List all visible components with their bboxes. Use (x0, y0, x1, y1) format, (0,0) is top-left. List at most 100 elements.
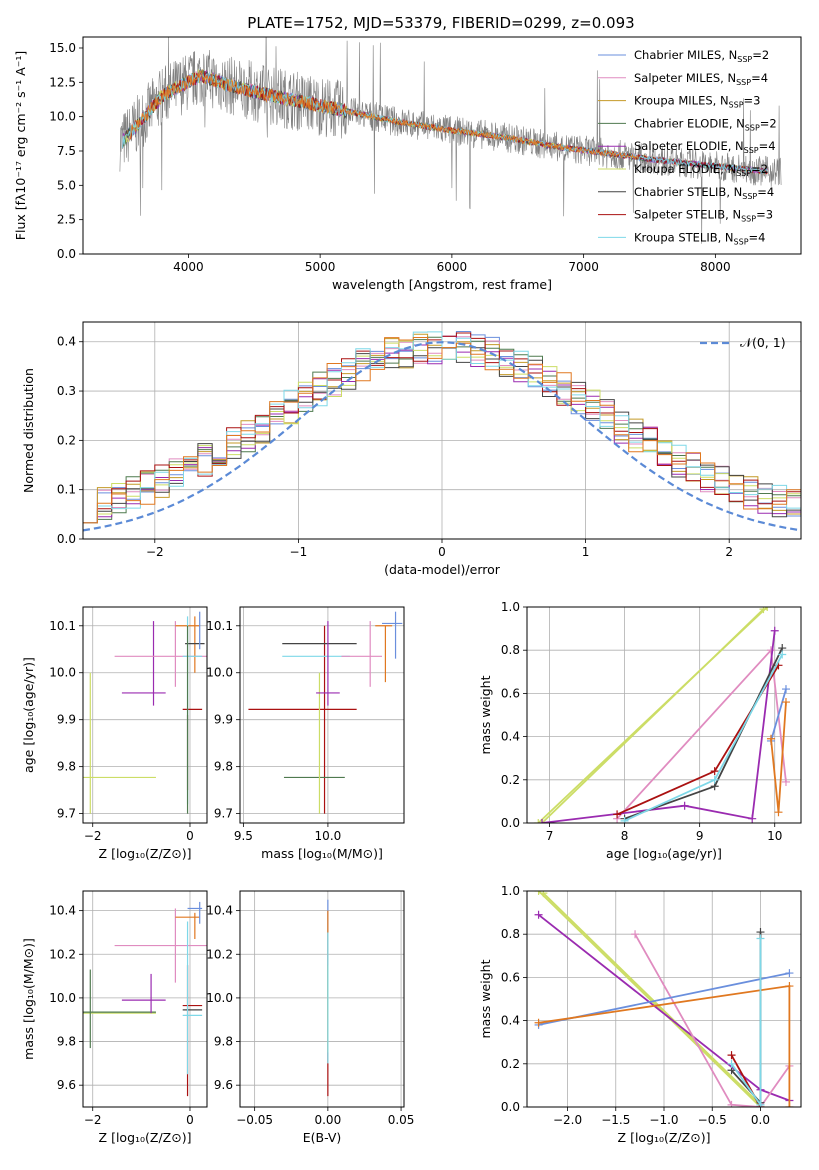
y-tick-label: 0.0 (501, 1100, 520, 1114)
legend-entry-salpeter_stelib: Salpeter STELIB, NSSP=3 (634, 208, 773, 224)
x-tick-label: 0 (186, 1113, 194, 1127)
weight-marker-orange (785, 1103, 794, 1107)
x-tick-label: −2 (84, 829, 102, 843)
data-spectrum-line (119, 37, 782, 244)
axes-frame (239, 890, 405, 1108)
x-tick-label: 5000 (305, 260, 336, 274)
y-tick-label: 0.8 (501, 643, 520, 657)
weight-line-kroupa_elodie (537, 891, 762, 1107)
x-tick-label: −0.5 (698, 1113, 727, 1127)
y-axis-label: Flux [fλ10⁻¹⁷ erg cm⁻² s⁻¹ A⁻¹] (13, 51, 28, 240)
weight-marker-salpeter_elodie (748, 814, 757, 823)
x-tick-label: 6000 (437, 260, 468, 274)
x-tick-label: 1 (582, 545, 590, 559)
legend-entry-kroupa_stelib: Kroupa STELIB, NSSP=4 (634, 230, 765, 246)
panel-residuals: −2 −1 0 1 2 0.0 0.1 0.2 0.3 0.4 (data-model)/error… (21, 321, 802, 577)
y-axis-label: Normed distribution (21, 368, 36, 493)
axes-frame (82, 606, 208, 824)
weight-marker-salpeter_stelib (727, 1051, 736, 1060)
plot-area (83, 611, 207, 814)
y-tick-label: 0.6 (501, 970, 520, 984)
y-tick-label: 9.8 (214, 1035, 233, 1049)
y-tick-label: 10.0 (206, 991, 233, 1005)
weight-marker-salpeter_miles (766, 646, 775, 655)
figure-title: PLATE=1752, MJD=53379, FIBERID=0299, z=0… (247, 14, 634, 32)
weight-marker-orange (774, 808, 783, 817)
x-axis-label: Z [log₁₀(Z/Z⊙)] (99, 1130, 192, 1145)
x-tick-label: −0.05 (236, 1113, 273, 1127)
y-tick-label: 9.9 (214, 713, 233, 727)
y-tick-label: 1.0 (501, 600, 520, 614)
weight-line-kroupa_stelib (624, 654, 783, 822)
x-tick-label: 0 (438, 545, 446, 559)
weight-line-chabrier_stelib (624, 647, 784, 820)
y-tick-label: 0.4 (57, 335, 76, 349)
x-tick-label: −1.0 (649, 1113, 678, 1127)
weight-line-salpeter_elodie (541, 630, 776, 823)
x-axis-label: E(B-V) (303, 1130, 342, 1145)
panel-mass_vs_ebv: −0.05 0.00 0.05 9.6 9.8 10.0 10.2 10.4 E(B-V) (206, 890, 414, 1145)
y-tick-label: 9.6 (214, 1078, 233, 1092)
panel-age_vs_mass: 9.5 10.0 9.7 9.8 9.9 10.0 10.1 mass [log₁₀(M/M⊙… (206, 606, 405, 861)
weight-marker-salpeter_elodie (770, 626, 779, 635)
x-axis-label: age [log₁₀(age/yr)] (606, 846, 722, 861)
y-tick-label: 9.8 (57, 760, 76, 774)
x-tick-label: 0 (186, 829, 194, 843)
y-tick-label: 0.0 (57, 247, 76, 261)
model-line-orange (129, 70, 640, 160)
y-tick-label: 0.1 (57, 483, 76, 497)
weight-marker-orange (781, 698, 790, 707)
plot-area (534, 607, 790, 823)
x-axis-label: Z [log₁₀(Z/Z⊙)] (618, 1130, 711, 1145)
y-tick-label: 0.8 (501, 927, 520, 941)
y-tick-label: 0.3 (57, 384, 76, 398)
y-tick-label: 10.0 (206, 666, 233, 680)
x-tick-label: 10 (767, 829, 782, 843)
axes-frame (82, 36, 802, 255)
plot-area (119, 37, 782, 244)
weight-marker-orange (534, 1018, 543, 1027)
y-tick-label: 9.7 (214, 807, 233, 821)
weight-marker-salpeter_miles (727, 1100, 736, 1107)
weight-marker-kroupa_stelib (756, 1100, 765, 1107)
y-tick-label: 10.0 (49, 991, 76, 1005)
axes-frame (526, 606, 802, 824)
legend-entry-salpeter_elodie: Salpeter ELODIE, NSSP=4 (634, 139, 776, 155)
y-tick-label: 1.0 (501, 884, 520, 898)
x-tick-label: −2 (146, 545, 164, 559)
panel-mass_weight_vs_age: 7 8 9 10 0.0 0.2 0.4 0.6 0.8 1.0 age [log₁₀(age/yr… (478, 600, 802, 861)
weight-marker-salpeter_stelib (710, 767, 719, 776)
weight-line-kroupa_elodie (541, 608, 765, 823)
y-tick-label: 10.4 (206, 904, 233, 918)
y-tick-label: 9.6 (57, 1078, 76, 1092)
y-tick-label: 15.0 (49, 41, 76, 55)
plot-area (534, 891, 794, 1107)
weight-marker-salpeter_elodie (680, 801, 689, 810)
legend-entry-salpeter_miles: Salpeter MILES, NSSP=4 (634, 71, 768, 87)
weight-marker-kroupa_elodie (534, 891, 543, 895)
y-tick-label: 2.5 (57, 213, 76, 227)
panel-age_vs_z: −2 0 9.7 9.8 9.9 10.0 10.1 Z [log₁₀(Z/Z⊙)] age [… (21, 606, 208, 861)
y-tick-label: 9.7 (57, 807, 76, 821)
y-tick-label: 10.0 (49, 666, 76, 680)
x-tick-label: 7 (546, 829, 554, 843)
panel-mass_weight_vs_z: −2.0 −1.5 −1.0 −0.5 0.0 0.0 0.2 0.4 0.6 0.8 1.0 Z [… (478, 884, 802, 1145)
x-axis-label: wavelength [Angstrom, rest frame] (332, 277, 552, 292)
x-tick-label: 0.0 (751, 1113, 770, 1127)
y-tick-label: 0.4 (501, 1014, 520, 1028)
y-tick-label: 7.5 (57, 144, 76, 158)
weight-marker-salpeter_miles (781, 777, 790, 786)
y-tick-label: 10.4 (49, 904, 76, 918)
gaussian-curve (83, 341, 801, 532)
weight-marker-orange (785, 982, 794, 991)
weight-marker-salpeter_elodie (538, 819, 547, 823)
x-axis-label: mass [log₁₀(M/M⊙)] (261, 846, 383, 861)
axes-frame (526, 890, 802, 1108)
y-tick-label: 10.1 (49, 619, 76, 633)
legend-entry-kroupa_elodie: Kroupa ELODIE, NSSP=2 (634, 162, 768, 178)
weight-line-salpeter_miles (616, 648, 787, 820)
y-tick-label: 12.5 (49, 75, 76, 89)
weight-marker-kroupa_stelib (756, 934, 765, 943)
y-tick-label: 0.4 (501, 730, 520, 744)
weight-marker-chabrier_miles (781, 685, 790, 694)
